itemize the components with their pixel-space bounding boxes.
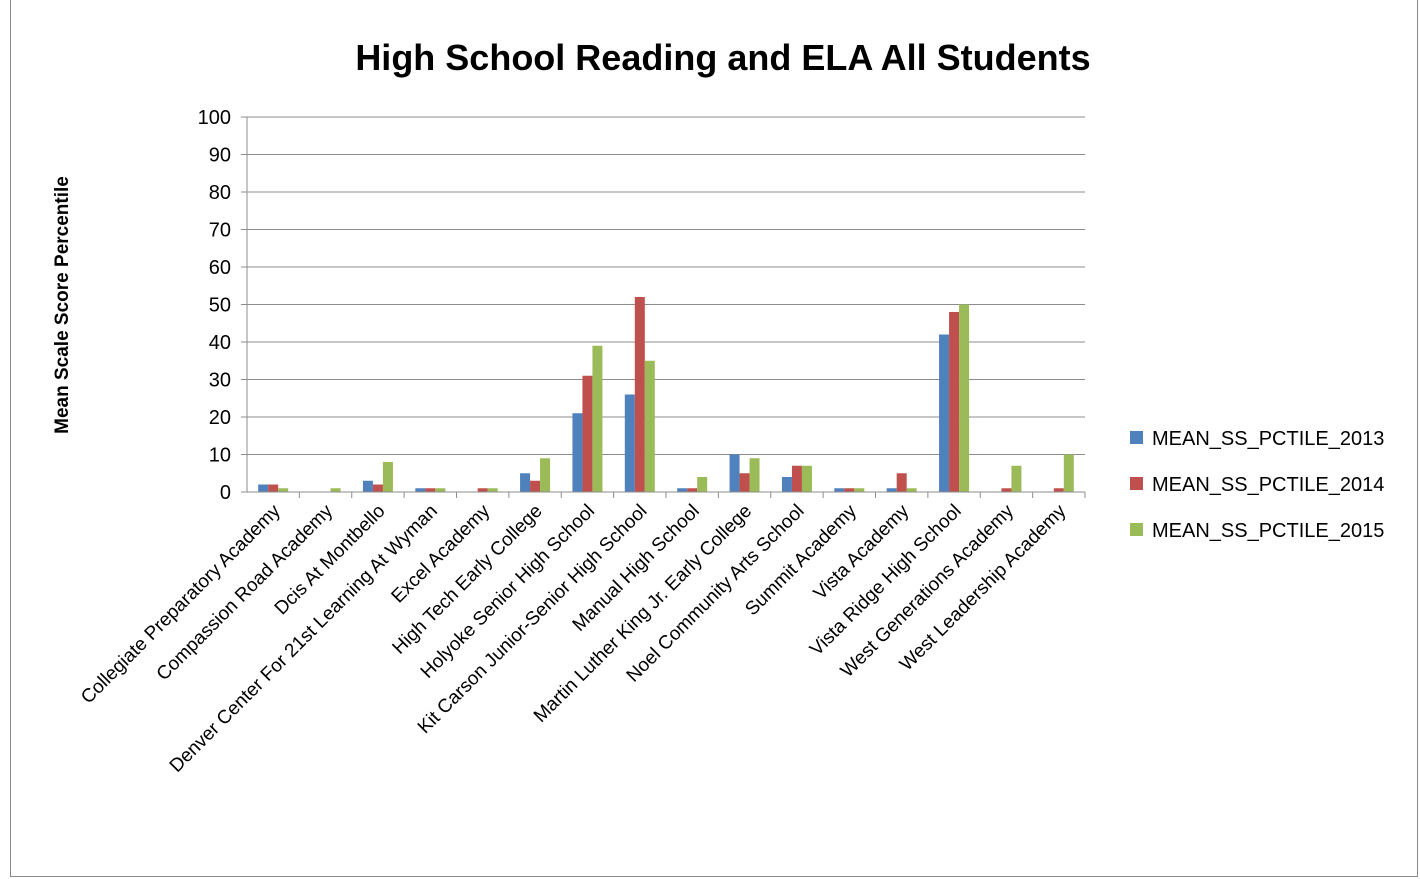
- bar: [834, 488, 845, 492]
- bar: [749, 458, 760, 492]
- bar: [801, 465, 812, 492]
- bar: [592, 345, 603, 492]
- bar: [487, 488, 498, 492]
- bar: [1053, 488, 1064, 492]
- bar: [886, 488, 897, 492]
- y-tick-label: 80: [209, 182, 231, 204]
- legend-swatch: [1130, 477, 1143, 490]
- bar: [258, 484, 269, 492]
- bar: [729, 454, 740, 492]
- legend-swatch: [1130, 523, 1143, 536]
- bar: [415, 488, 426, 492]
- axes: [241, 116, 1086, 498]
- bar: [425, 488, 436, 492]
- bars: [258, 297, 1074, 492]
- legend: MEAN_SS_PCTILE_2013 MEAN_SS_PCTILE_2014 ME…: [1130, 428, 1384, 542]
- y-tick-label: 50: [209, 295, 231, 317]
- bar: [687, 488, 698, 492]
- bar: [1011, 465, 1022, 492]
- bar: [959, 304, 970, 492]
- y-tick-label: 0: [220, 482, 231, 504]
- bar: [540, 458, 551, 492]
- y-axis-label: Mean Scale Score Percentile: [52, 176, 73, 434]
- bar: [477, 488, 488, 492]
- bar: [1063, 454, 1074, 492]
- y-tick-label: 90: [209, 145, 231, 167]
- bar: [634, 297, 645, 492]
- bar: [939, 334, 950, 492]
- bar: [268, 484, 279, 492]
- bar: [435, 488, 446, 492]
- bar: [739, 473, 750, 492]
- bar: [844, 488, 855, 492]
- legend-label: MEAN_SS_PCTILE_2014: [1152, 474, 1384, 496]
- bar: [530, 480, 541, 492]
- y-tick-label: 30: [209, 370, 231, 392]
- bar: [572, 413, 583, 492]
- bar: [362, 480, 373, 492]
- y-tick-label: 70: [209, 220, 231, 242]
- bar: [949, 312, 960, 492]
- legend-swatch: [1130, 431, 1143, 444]
- legend-label: MEAN_SS_PCTILE_2013: [1152, 428, 1384, 450]
- chart-frame: [10, 0, 1418, 877]
- y-tick-label: 10: [209, 445, 231, 467]
- y-tick-label: 100: [198, 107, 231, 129]
- legend-label: MEAN_SS_PCTILE_2015: [1152, 520, 1384, 542]
- bar: [896, 473, 907, 492]
- y-tick-label: 40: [209, 332, 231, 354]
- x-tick-labels: Collegiate Preparatory AcademyCompassion…: [77, 500, 1070, 776]
- bar: [791, 465, 802, 492]
- bar: [624, 394, 635, 492]
- bar: [382, 462, 393, 492]
- y-tick-label: 60: [209, 257, 231, 279]
- bar: [854, 488, 865, 492]
- bar: [330, 488, 341, 492]
- bar: [697, 477, 708, 492]
- chart-title: High School Reading and ELA All Students: [355, 37, 1090, 78]
- bar: [781, 477, 792, 492]
- bar: [677, 488, 688, 492]
- y-tick-labels: 0 10 20 30 40 50 60 70 80 90 100: [198, 107, 231, 504]
- gridlines: [247, 116, 1085, 455]
- bar: [1001, 488, 1012, 492]
- bar: [520, 473, 531, 492]
- bar: [644, 360, 655, 492]
- y-tick-label: 20: [209, 407, 231, 429]
- bar: [278, 488, 289, 492]
- bar: [372, 484, 383, 492]
- bar: [906, 488, 917, 492]
- bar: [582, 375, 593, 492]
